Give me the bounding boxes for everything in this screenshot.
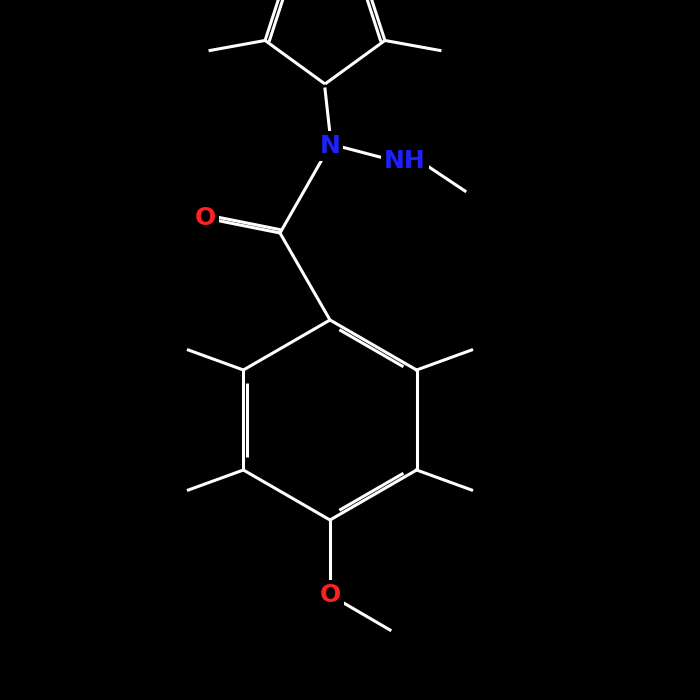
Text: O: O bbox=[195, 206, 216, 230]
Text: NH: NH bbox=[384, 149, 426, 173]
Text: N: N bbox=[320, 134, 340, 158]
Text: O: O bbox=[319, 583, 341, 607]
